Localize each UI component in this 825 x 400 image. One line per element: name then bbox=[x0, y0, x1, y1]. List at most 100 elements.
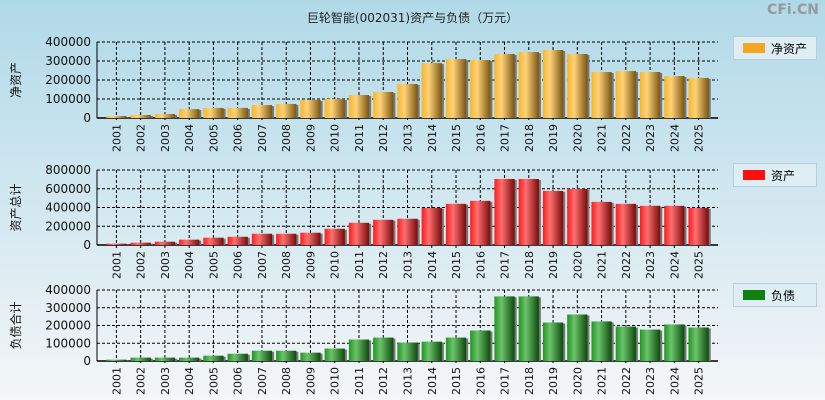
bar bbox=[397, 83, 418, 118]
x-tick-label: 2011 bbox=[353, 124, 366, 152]
x-tick-label: 2020 bbox=[571, 124, 584, 152]
x-tick-label: 2007 bbox=[256, 251, 269, 279]
bar bbox=[397, 342, 418, 361]
y-tick-label: 100000 bbox=[45, 92, 91, 106]
x-tick-label: 2017 bbox=[499, 367, 512, 395]
x-tick-label: 2012 bbox=[377, 251, 390, 279]
x-tick-label: 2025 bbox=[693, 124, 706, 152]
x-tick-label: 2004 bbox=[183, 367, 196, 395]
bar bbox=[567, 314, 588, 361]
bar bbox=[373, 219, 394, 245]
x-tick-label: 2010 bbox=[329, 367, 342, 395]
x-tick-label: 2012 bbox=[377, 367, 390, 395]
bar bbox=[445, 203, 467, 245]
bar bbox=[154, 114, 176, 118]
legend-label: 资产 bbox=[771, 168, 796, 183]
x-tick-label: 2024 bbox=[668, 251, 681, 279]
legend-assets: 资产 bbox=[733, 163, 817, 187]
bar bbox=[348, 222, 370, 245]
x-tick-label: 2017 bbox=[499, 124, 512, 152]
y-tick-label: 300000 bbox=[45, 301, 91, 315]
x-tick-label: 2002 bbox=[135, 251, 148, 279]
bar bbox=[251, 233, 273, 245]
chart-title: 巨轮智能(002031)资产与负债（万元） bbox=[306, 11, 519, 25]
bar bbox=[518, 179, 539, 245]
bar bbox=[567, 188, 588, 245]
bar bbox=[179, 109, 200, 118]
x-tick-label: 2004 bbox=[183, 124, 196, 152]
y-tick-label: 0 bbox=[83, 354, 91, 368]
x-tick-label: 2024 bbox=[668, 124, 681, 152]
x-tick-label: 2001 bbox=[110, 251, 123, 279]
x-tick-label: 2009 bbox=[304, 251, 317, 279]
y-tick-label: 100000 bbox=[45, 336, 91, 350]
x-tick-label: 2002 bbox=[135, 124, 148, 152]
y-axis-label: 资产总计 bbox=[9, 183, 23, 231]
bar bbox=[203, 107, 224, 118]
bar bbox=[154, 357, 176, 361]
x-tick-label: 2005 bbox=[207, 367, 220, 395]
bar bbox=[106, 243, 127, 245]
x-tick-label: 2015 bbox=[450, 124, 463, 152]
x-tick-label: 2006 bbox=[232, 251, 245, 279]
bar bbox=[591, 321, 612, 361]
x-tick-label: 2015 bbox=[450, 251, 463, 279]
x-tick-label: 2017 bbox=[499, 251, 512, 279]
bar bbox=[542, 190, 564, 245]
bar bbox=[518, 52, 539, 118]
x-tick-label: 2014 bbox=[426, 367, 439, 395]
bar bbox=[639, 205, 661, 245]
bar bbox=[324, 99, 345, 118]
x-tick-label: 2020 bbox=[571, 251, 584, 279]
bar bbox=[542, 49, 564, 119]
bar bbox=[324, 228, 345, 245]
watermark: CFi.CN bbox=[767, 2, 819, 18]
legend-swatch bbox=[743, 43, 765, 53]
x-tick-label: 2018 bbox=[523, 251, 536, 279]
bar bbox=[421, 341, 442, 361]
bar bbox=[348, 95, 370, 118]
x-tick-label: 2009 bbox=[304, 367, 317, 395]
bar bbox=[373, 337, 394, 361]
y-tick-label: 0 bbox=[83, 111, 91, 125]
bar bbox=[276, 350, 297, 361]
bar bbox=[203, 237, 224, 245]
bar bbox=[445, 337, 467, 361]
bar bbox=[688, 207, 709, 245]
bar bbox=[494, 53, 515, 118]
bar bbox=[227, 236, 248, 245]
bar bbox=[591, 201, 612, 245]
y-tick-label: 0 bbox=[83, 238, 91, 252]
bar bbox=[664, 76, 685, 118]
bar bbox=[664, 324, 685, 361]
x-tick-label: 2002 bbox=[135, 367, 148, 395]
x-tick-label: 2022 bbox=[620, 367, 633, 395]
bar bbox=[615, 326, 636, 361]
x-tick-label: 2014 bbox=[426, 124, 439, 152]
bar bbox=[518, 296, 539, 361]
bar bbox=[639, 72, 661, 118]
bar bbox=[397, 218, 418, 245]
bar bbox=[470, 200, 491, 245]
legend-liabilities: 负债 bbox=[733, 283, 817, 307]
bar bbox=[227, 107, 248, 118]
x-tick-label: 2011 bbox=[353, 367, 366, 395]
y-tick-label: 400000 bbox=[45, 283, 91, 297]
x-tick-label: 2020 bbox=[571, 367, 584, 395]
x-tick-label: 2007 bbox=[256, 124, 269, 152]
bar bbox=[688, 77, 709, 118]
bar bbox=[300, 232, 321, 245]
x-tick-label: 2001 bbox=[110, 367, 123, 395]
bar bbox=[470, 330, 491, 361]
x-tick-label: 2003 bbox=[159, 124, 172, 152]
x-tick-label: 2016 bbox=[474, 367, 487, 395]
bar bbox=[179, 239, 200, 245]
bar bbox=[421, 207, 442, 245]
x-tick-label: 2006 bbox=[232, 124, 245, 152]
x-tick-label: 2008 bbox=[280, 367, 293, 395]
bar bbox=[130, 114, 151, 118]
x-tick-label: 2006 bbox=[232, 367, 245, 395]
bar bbox=[445, 59, 467, 118]
x-tick-label: 2009 bbox=[304, 124, 317, 152]
x-tick-label: 2010 bbox=[329, 124, 342, 152]
